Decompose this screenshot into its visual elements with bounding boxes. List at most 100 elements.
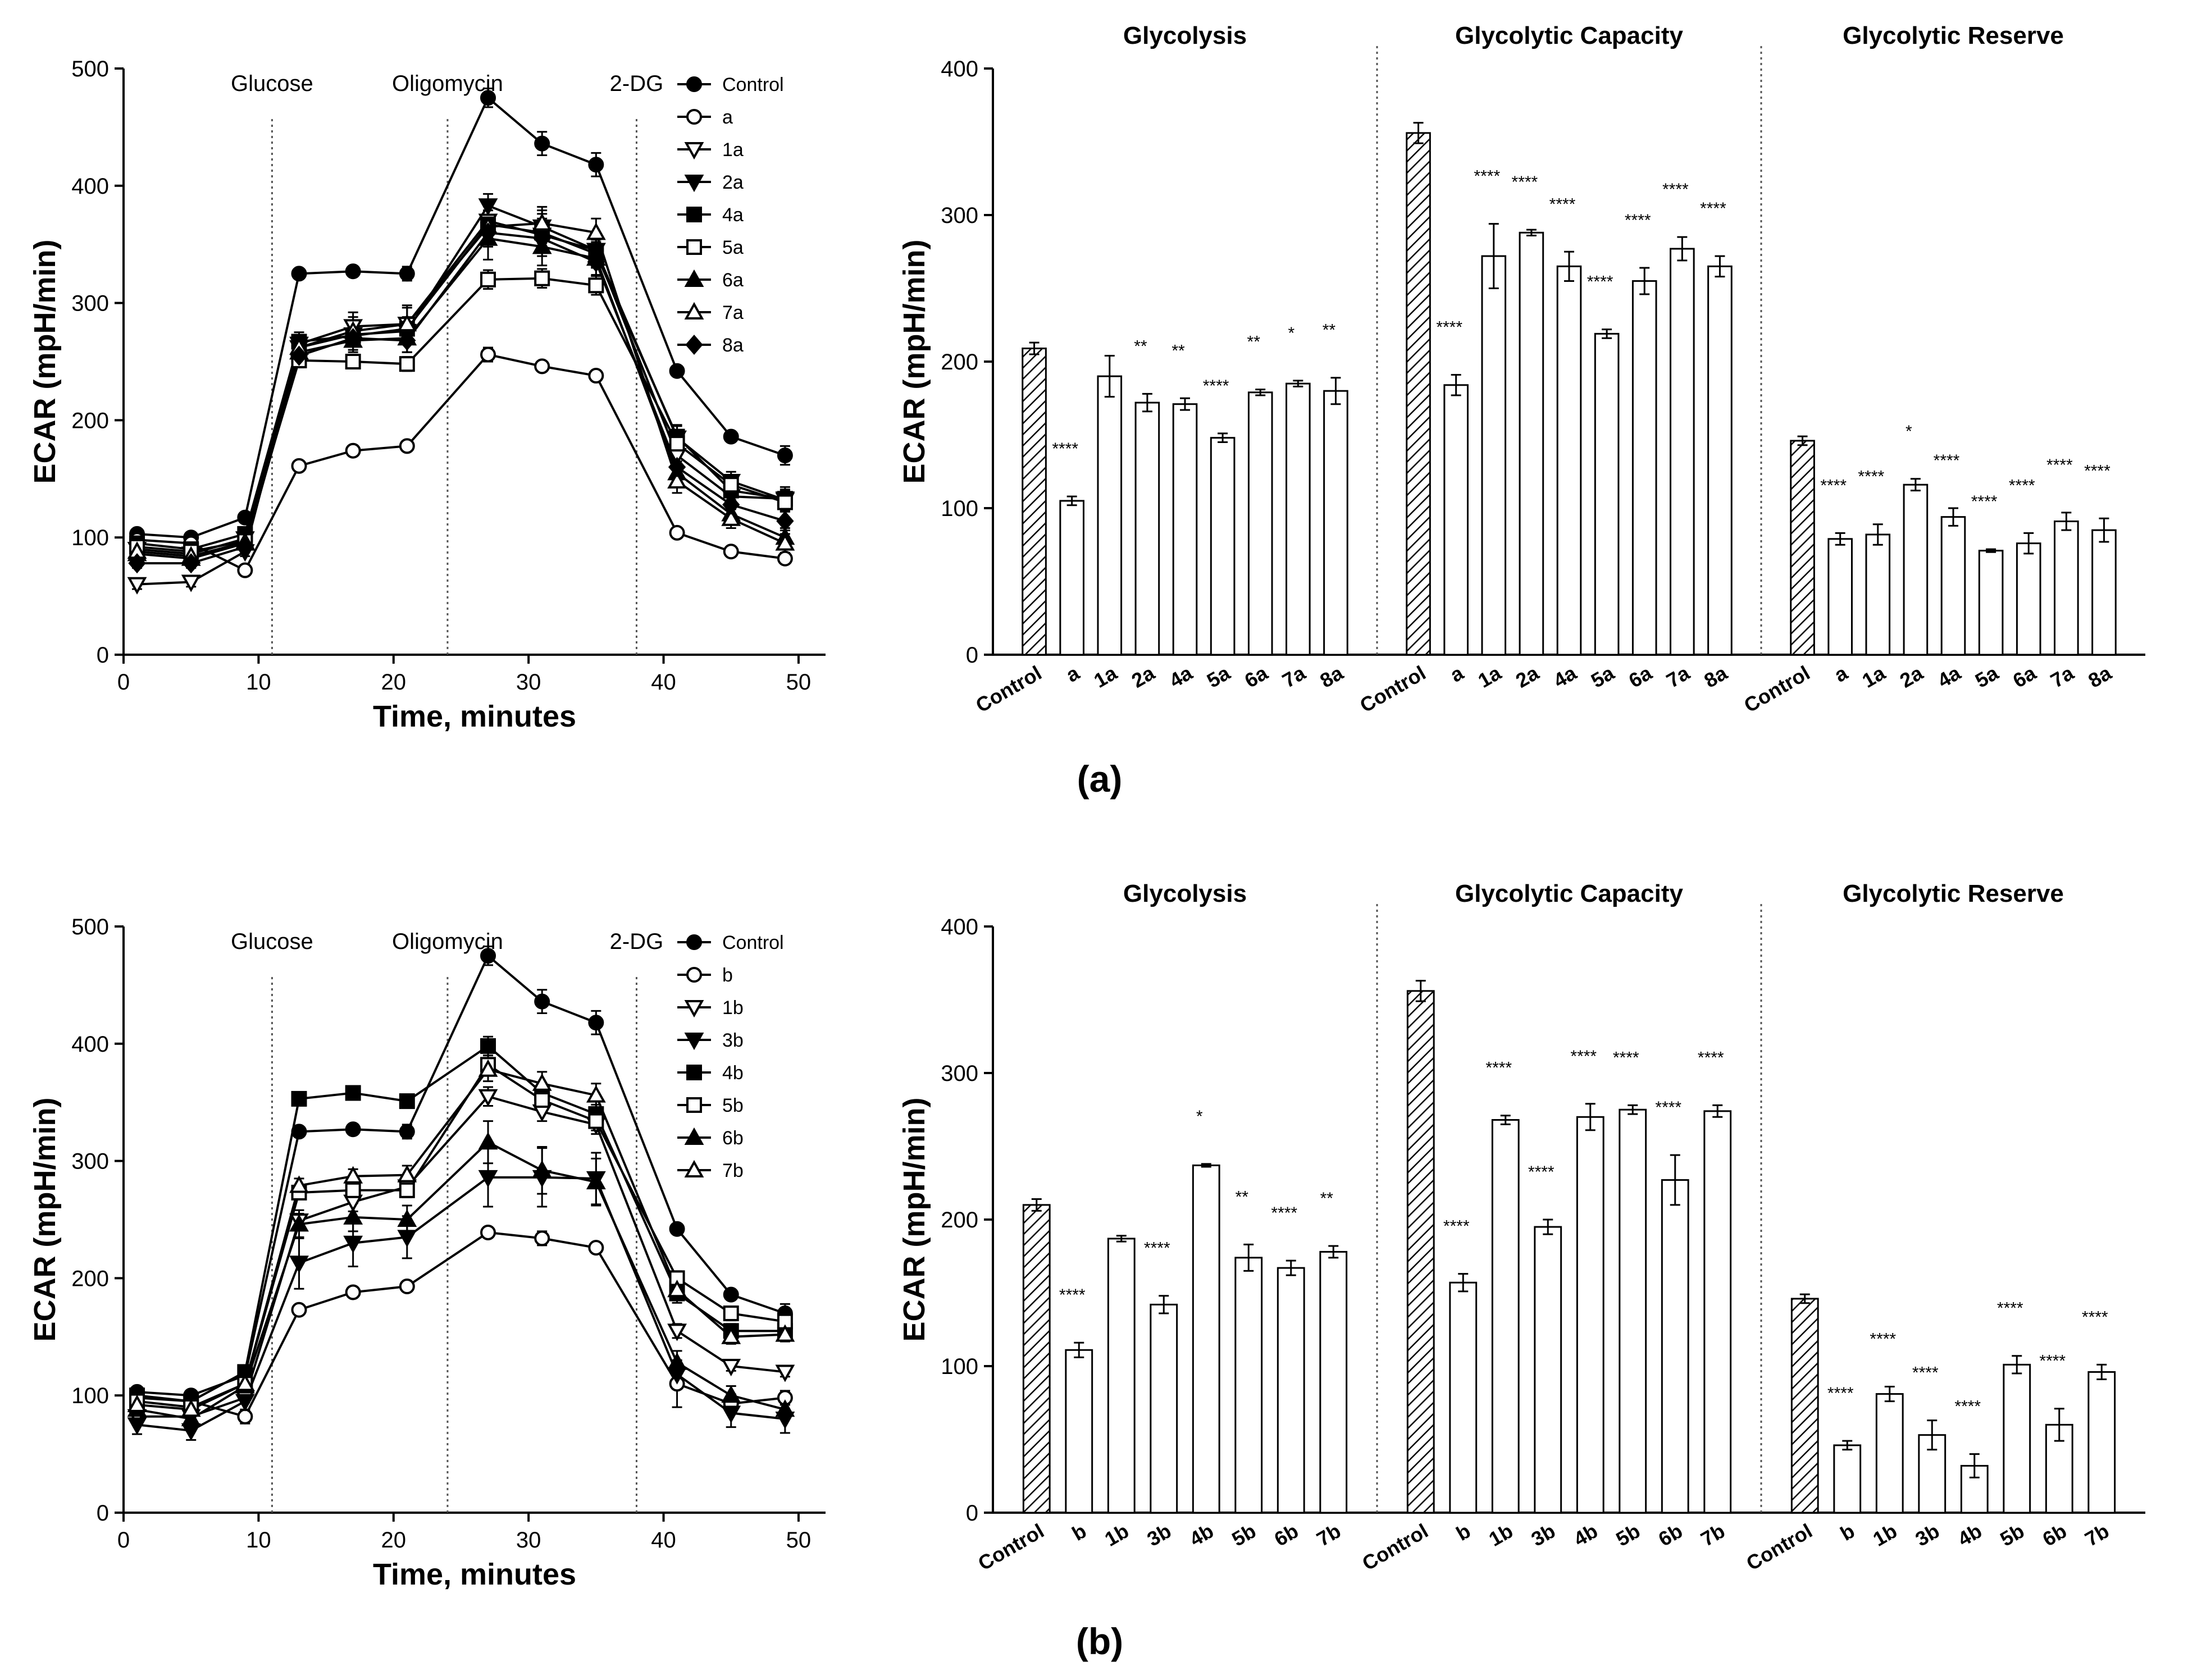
category-label: 6a xyxy=(1241,661,1272,692)
data-point-a xyxy=(291,458,307,474)
data-point-3b xyxy=(478,1170,498,1188)
category-label: a xyxy=(1830,661,1852,687)
category-label: 5a xyxy=(1971,661,2003,692)
data-point-8a xyxy=(344,328,362,349)
significance-label: * xyxy=(1196,1107,1203,1126)
legend-marker-1a xyxy=(684,142,704,160)
data-point-5a xyxy=(669,436,685,452)
data-point-7b xyxy=(478,1059,498,1077)
legend-marker-8a xyxy=(685,334,703,355)
category-label: Control xyxy=(972,661,1045,716)
data-point-Control xyxy=(291,266,307,282)
bar-1a xyxy=(1481,255,1507,656)
category-label: 3b xyxy=(1911,1519,1943,1551)
data-point-8a xyxy=(722,494,740,515)
series-line-Control xyxy=(136,95,786,539)
significance-label: **** xyxy=(1698,1048,1724,1067)
x-tick-label: 40 xyxy=(651,670,676,695)
y-axis-title: ECAR (mpH/min) xyxy=(28,240,62,484)
bar-5b xyxy=(1234,1257,1263,1514)
category-label: 6a xyxy=(1625,661,1656,692)
category-label: Control xyxy=(1742,1519,1816,1574)
data-point-6b xyxy=(181,1408,201,1426)
bar-5b xyxy=(2003,1363,2031,1514)
y-tick-label: 100 xyxy=(941,1354,978,1379)
category-label: Control xyxy=(1356,661,1429,716)
category-label: 1b xyxy=(1869,1519,1901,1551)
category-label: 3b xyxy=(1527,1519,1559,1551)
bar-5a xyxy=(1210,437,1236,656)
series-line-5a xyxy=(136,277,786,553)
bar-5a xyxy=(1594,332,1620,656)
data-point-6b xyxy=(289,1214,309,1232)
significance-label: **** xyxy=(1912,1364,1939,1382)
category-label: 2a xyxy=(1896,661,1927,692)
x-tick-label: 20 xyxy=(381,1528,407,1553)
bar-Control xyxy=(1406,990,1435,1514)
y-tick-label: 200 xyxy=(71,1266,109,1291)
legend-marker-6b xyxy=(684,1127,704,1145)
significance-label: **** xyxy=(1059,1286,1086,1304)
data-point-8a xyxy=(128,553,146,574)
category-label: 1b xyxy=(1485,1519,1517,1551)
data-point-8a xyxy=(668,456,686,477)
data-point-a xyxy=(777,550,793,567)
significance-label: **** xyxy=(1971,492,1998,511)
data-point-6b xyxy=(478,1132,498,1150)
category-label: 3b xyxy=(1143,1519,1175,1551)
bar-7a xyxy=(2054,520,2079,656)
category-label: 7b xyxy=(1312,1519,1344,1551)
bar-6b xyxy=(1277,1267,1305,1514)
category-label: 6b xyxy=(1270,1519,1302,1551)
data-point-a xyxy=(237,562,253,578)
x-tick-label: 50 xyxy=(786,1528,812,1553)
x-tick-label: 10 xyxy=(246,1528,271,1553)
y-axis-title: ECAR (mpH/min) xyxy=(897,240,931,484)
bar-1b xyxy=(1107,1238,1136,1514)
data-point-5b xyxy=(723,1305,739,1322)
data-point-1b xyxy=(775,1364,795,1382)
x-tick-label: 10 xyxy=(246,670,271,695)
data-point-Control xyxy=(534,993,550,1010)
group-title: Glycolytic Reserve xyxy=(1843,880,2064,907)
data-point-7a xyxy=(667,471,687,489)
y-tick-label: 200 xyxy=(71,408,109,433)
series-line-1a xyxy=(136,220,785,586)
legend-label: 7b xyxy=(722,1160,744,1181)
category-label: 4a xyxy=(1165,661,1197,692)
data-point-7b xyxy=(667,1280,687,1298)
data-point-3b xyxy=(397,1230,417,1248)
data-point-a xyxy=(588,368,604,384)
legend-marker-2a xyxy=(684,175,704,193)
legend-marker-3b xyxy=(684,1033,704,1051)
group-title: Glycolysis xyxy=(1123,880,1247,907)
bar-8a xyxy=(1323,390,1348,656)
legend-marker-4a xyxy=(686,207,702,222)
bar-chart-a: 0 100 200 300 400 ECAR (mpH/min) Glycolysis Con… xyxy=(897,22,2145,717)
category-label: 4a xyxy=(1549,661,1581,692)
significance-label: **** xyxy=(1052,440,1078,458)
data-point-7b xyxy=(127,1394,147,1412)
significance-label: **** xyxy=(1625,211,1651,230)
category-label: 6b xyxy=(1654,1519,1686,1551)
significance-label: **** xyxy=(1820,476,1847,495)
data-point-6b xyxy=(586,1172,606,1190)
bar-b xyxy=(1833,1444,1862,1514)
data-point-5b xyxy=(534,1092,550,1108)
bar-3b xyxy=(1534,1226,1562,1514)
bar-b xyxy=(1449,1281,1478,1514)
group-title: Glycolysis xyxy=(1123,22,1247,49)
y-tick-label: 300 xyxy=(941,203,978,228)
y-tick-label: 500 xyxy=(71,915,109,939)
bar-5b xyxy=(1619,1108,1647,1514)
significance-label: **** xyxy=(1528,1163,1555,1181)
x-tick-label: 0 xyxy=(117,1528,130,1553)
data-point-7b xyxy=(532,1073,552,1091)
data-point-7b xyxy=(235,1373,255,1391)
bar-6a xyxy=(1631,280,1657,656)
category-label: 1a xyxy=(1474,661,1506,692)
series-line-1b xyxy=(137,1095,786,1418)
significance-label: **** xyxy=(2082,1308,2108,1326)
category-label: 7a xyxy=(2046,661,2078,692)
legend-label: 4a xyxy=(722,204,744,226)
